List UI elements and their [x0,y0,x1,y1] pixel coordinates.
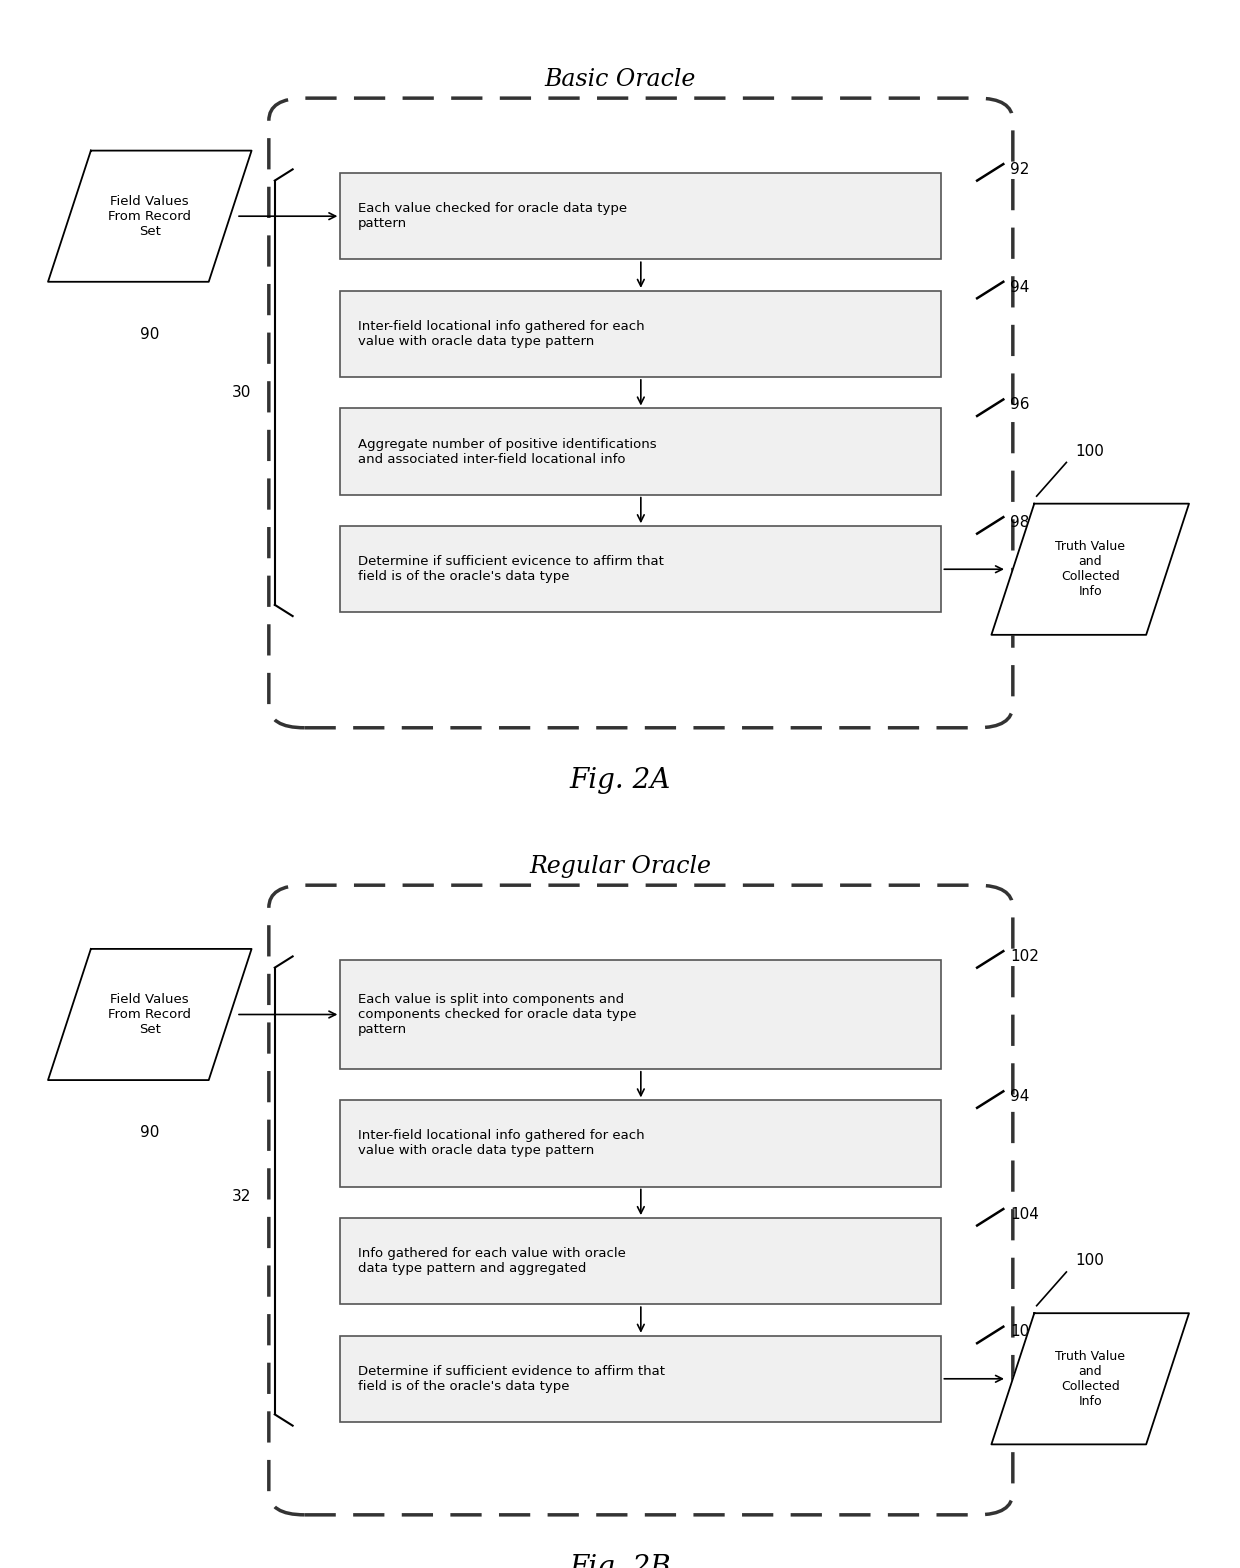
FancyBboxPatch shape [340,960,941,1069]
Text: 96: 96 [1011,397,1030,412]
FancyBboxPatch shape [340,408,941,494]
Text: Fig. 2A: Fig. 2A [569,767,671,793]
Text: 104: 104 [1011,1207,1039,1221]
Text: 32: 32 [232,1189,250,1204]
FancyBboxPatch shape [340,527,941,613]
Text: Basic Oracle: Basic Oracle [544,67,696,91]
Text: 90: 90 [140,1126,160,1140]
Text: 30: 30 [232,386,250,400]
FancyBboxPatch shape [340,290,941,376]
Text: 100: 100 [1076,1253,1105,1269]
Polygon shape [992,1314,1189,1444]
Text: Truth Value
and
Collected
Info: Truth Value and Collected Info [1055,1350,1125,1408]
Polygon shape [48,949,252,1080]
Text: Each value is split into components and
components checked for oracle data type
: Each value is split into components and … [358,993,636,1036]
Text: 94: 94 [1011,279,1030,295]
Text: 90: 90 [140,326,160,342]
Text: Info gathered for each value with oracle
data type pattern and aggregated: Info gathered for each value with oracle… [358,1247,626,1275]
Text: 106: 106 [1011,1325,1039,1339]
Text: 98: 98 [1011,514,1030,530]
Text: Truth Value
and
Collected
Info: Truth Value and Collected Info [1055,541,1125,599]
Text: 94: 94 [1011,1090,1030,1104]
FancyBboxPatch shape [340,1336,941,1422]
Text: Field Values
From Record
Set: Field Values From Record Set [108,194,191,238]
FancyBboxPatch shape [340,1218,941,1305]
Text: Each value checked for oracle data type
pattern: Each value checked for oracle data type … [358,202,627,230]
Polygon shape [48,151,252,282]
FancyBboxPatch shape [340,1101,941,1187]
Text: Inter-field locational info gathered for each
value with oracle data type patter: Inter-field locational info gathered for… [358,320,645,348]
Text: Fig. 2B: Fig. 2B [569,1554,671,1568]
Text: 102: 102 [1011,949,1039,964]
FancyBboxPatch shape [340,172,941,259]
Text: Field Values
From Record
Set: Field Values From Record Set [108,993,191,1036]
Text: Regular Oracle: Regular Oracle [529,855,711,878]
Text: Determine if sufficient evicence to affirm that
field is of the oracle's data ty: Determine if sufficient evicence to affi… [358,555,663,583]
Text: Determine if sufficient evidence to affirm that
field is of the oracle's data ty: Determine if sufficient evidence to affi… [358,1364,665,1392]
Text: 92: 92 [1011,162,1030,177]
Text: Inter-field locational info gathered for each
value with oracle data type patter: Inter-field locational info gathered for… [358,1129,645,1157]
Text: 100: 100 [1076,444,1105,459]
Text: Aggregate number of positive identifications
and associated inter-field location: Aggregate number of positive identificat… [358,437,657,466]
Polygon shape [992,503,1189,635]
